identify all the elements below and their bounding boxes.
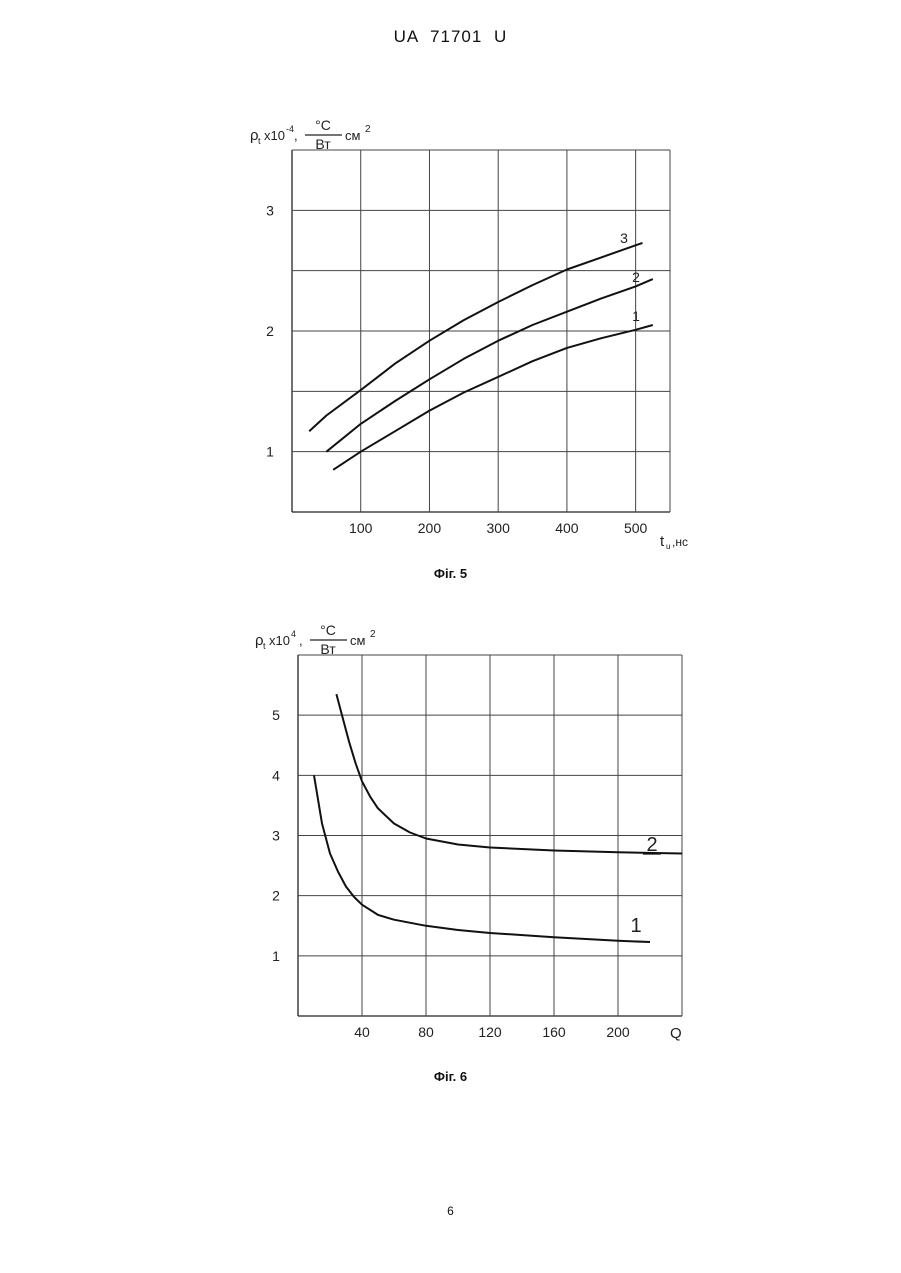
y-label-unit-numerator: °C <box>320 622 336 638</box>
x-tick-label: 300 <box>487 520 511 536</box>
x-label-symbol: Q <box>670 1025 682 1042</box>
x-label-symbol: t <box>660 533 665 550</box>
series-line-1 <box>314 775 650 942</box>
y-label-exponent: -4 <box>286 124 294 134</box>
patent-number: UA 71701 U <box>0 27 901 47</box>
y-tick-label: 2 <box>272 888 280 904</box>
y-label-unit-denominator: Вт <box>315 136 331 152</box>
y-label-multiplier: x10 <box>269 633 290 648</box>
y-tick-label: 1 <box>266 444 274 460</box>
series-label-2: 2 <box>632 269 640 285</box>
chart-fig6: 40801201602001234512ρtx104,°CВтсм2Q <box>0 610 901 1090</box>
figure-5: 100200300400500123123ρtx10-4,°CВтсм2tu,н… <box>0 110 901 590</box>
y-label-unit-tail: см <box>345 128 361 143</box>
y-tick-label: 4 <box>272 767 280 783</box>
x-axis-label: tu,нс <box>660 533 688 551</box>
page-number: 6 <box>0 1204 901 1218</box>
y-label-exponent: 4 <box>291 629 296 639</box>
y-label-unit-exponent: 2 <box>365 124 371 135</box>
caption-fig5: Фіг. 5 <box>0 566 901 581</box>
y-axis-label: ρtx10-4,°CВтсм2 <box>250 117 371 152</box>
x-tick-label: 200 <box>606 1024 630 1040</box>
y-tick-label: 3 <box>272 828 280 844</box>
series-label-1: 1 <box>630 915 641 937</box>
x-tick-label: 100 <box>349 520 373 536</box>
y-label-multiplier: x10 <box>264 128 285 143</box>
y-tick-label: 3 <box>266 202 274 218</box>
x-tick-label: 120 <box>478 1024 502 1040</box>
figure-6: 40801201602001234512ρtx104,°CВтсм2Q <box>0 610 901 1090</box>
series-label-1: 1 <box>632 308 640 324</box>
series-line-2 <box>326 279 652 452</box>
series-line-2 <box>336 694 682 853</box>
x-axis-label: Q <box>670 1025 682 1042</box>
series-label-3: 3 <box>620 230 628 246</box>
x-tick-label: 160 <box>542 1024 566 1040</box>
y-axis-label: ρtx104,°CВтсм2 <box>255 622 376 657</box>
x-tick-label: 80 <box>418 1024 434 1040</box>
x-tick-label: 400 <box>555 520 579 536</box>
x-tick-label: 500 <box>624 520 648 536</box>
y-tick-label: 5 <box>272 707 280 723</box>
y-label-unit-exponent: 2 <box>370 629 376 640</box>
x-label-subscript: u <box>666 542 670 551</box>
y-label-subscript: t <box>263 641 266 651</box>
series-line-1 <box>333 325 653 470</box>
chart-fig5: 100200300400500123123ρtx10-4,°CВтсм2tu,н… <box>0 110 901 590</box>
x-tick-label: 200 <box>418 520 442 536</box>
y-label-unit-denominator: Вт <box>320 641 336 657</box>
y-label-unit-tail: см <box>350 633 366 648</box>
series-label-2: 2 <box>646 834 657 856</box>
x-label-unit: ,нс <box>672 535 688 549</box>
y-tick-label: 1 <box>272 948 280 964</box>
y-label-unit-numerator: °C <box>315 117 331 133</box>
x-tick-label: 40 <box>354 1024 370 1040</box>
y-label-subscript: t <box>258 136 261 146</box>
y-label-comma: , <box>299 633 303 648</box>
y-label-comma: , <box>294 128 298 143</box>
y-tick-label: 2 <box>266 323 274 339</box>
caption-fig6: Фіг. 6 <box>0 1069 901 1084</box>
